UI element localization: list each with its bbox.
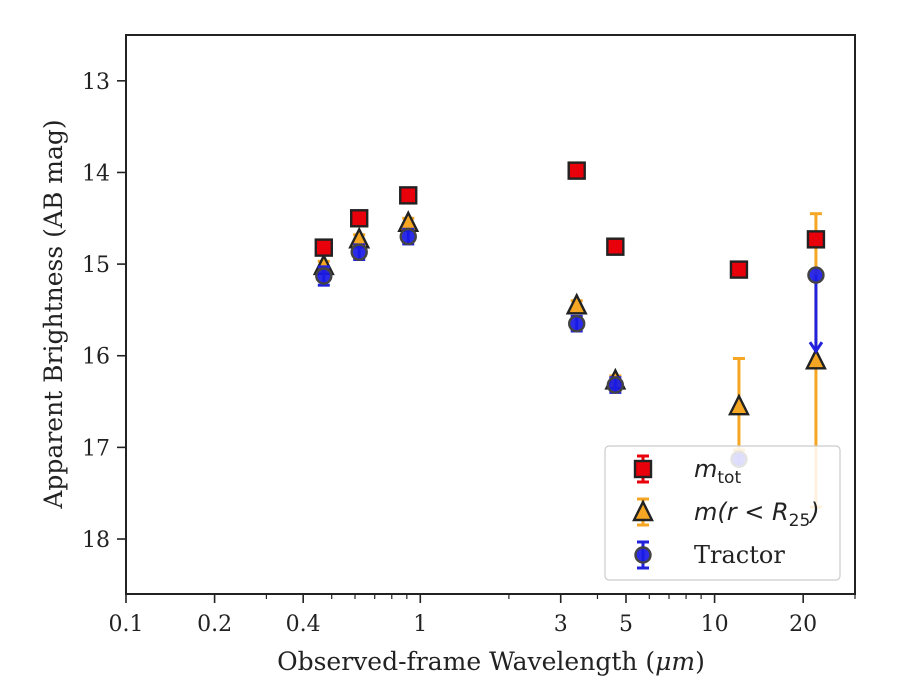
data-point [568,314,586,333]
data-point [315,267,333,285]
x-tick-label: 3 [554,612,568,637]
plot-area [312,161,827,509]
legend-label: mtot [694,455,741,488]
data-point [399,227,417,246]
x-axis-label: Observed-frame Wavelength (μm) [277,647,705,676]
data-point [806,230,826,249]
data-point [804,347,827,370]
data-point [567,161,586,180]
legend-marker [632,499,654,522]
y-tick-label: 17 [82,436,110,461]
data-point [728,393,750,416]
data-point [606,237,625,256]
x-tick-label: 1 [413,612,427,637]
legend-label: Tractor [694,541,785,569]
x-tick-label: 0.4 [286,612,321,637]
data-point [350,243,368,261]
series-square [314,161,826,279]
data-point [565,292,588,315]
plot-frame [125,34,856,595]
x-tick-label: 10 [701,612,729,637]
x-tick-label: 0.2 [197,612,232,637]
legend: mtot m(r < R25) Tractor [604,445,841,581]
legend-marker [634,546,652,564]
y-tick-label: 13 [82,70,110,95]
data-point [314,238,333,257]
y-tick-label: 16 [82,345,110,370]
data-point [606,376,625,394]
y-tick-label: 15 [82,253,110,278]
y-tick-label: 14 [82,161,110,186]
x-tick-label: 5 [619,612,633,637]
y-axis-label: Apparent Brightness (AB mag) [39,119,68,509]
x-tick-label: 0.1 [109,612,144,637]
data-point [349,209,369,228]
legend-box [604,445,841,581]
data-point [399,186,418,205]
upper-limit-arrow [808,341,824,354]
data-point [807,266,825,284]
data-point [729,260,749,279]
legend-label: m(r < R25) [694,498,820,531]
legend-marker [633,459,653,479]
y-tick-label: 18 [82,528,110,553]
x-tick-label: 20 [789,612,817,637]
